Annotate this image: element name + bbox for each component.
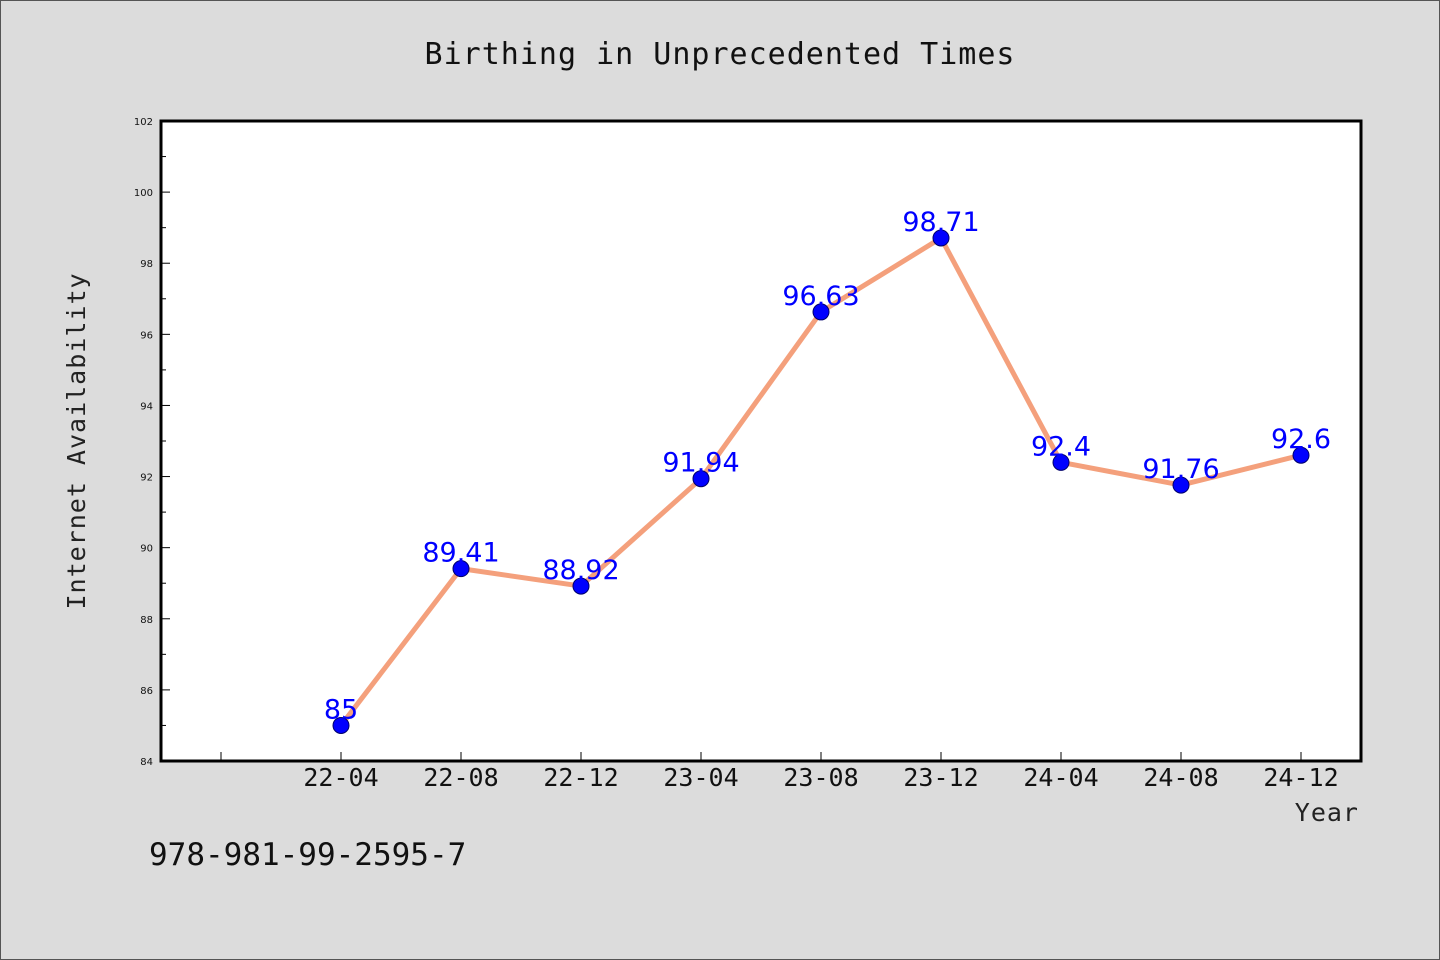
x-tick-label: 23-08 xyxy=(783,763,858,792)
data-label: 92.4 xyxy=(1031,431,1091,462)
chart-title: Birthing in Unprecedented Times xyxy=(425,37,1016,72)
y-tick-label: 96 xyxy=(140,330,153,341)
plot-area xyxy=(161,121,1361,761)
x-tick-label: 23-12 xyxy=(903,763,978,792)
data-point-marker xyxy=(572,577,590,595)
y-tick-label: 86 xyxy=(140,686,153,697)
data-point-marker xyxy=(1172,476,1190,494)
data-point-marker xyxy=(452,560,470,578)
data-label: 98.71 xyxy=(902,207,979,238)
data-label: 88.92 xyxy=(542,555,619,586)
x-tick-label: 22-04 xyxy=(303,763,378,792)
x-tick-label: 22-12 xyxy=(543,763,618,792)
x-tick-label: 24-04 xyxy=(1023,763,1098,792)
data-label: 91.76 xyxy=(1142,454,1219,485)
data-label: 91.94 xyxy=(662,448,739,479)
footnote-isbn: 978-981-99-2595-7 xyxy=(149,837,466,873)
y-tick-label: 88 xyxy=(140,615,153,626)
data-label: 96.63 xyxy=(782,281,859,312)
data-point-marker xyxy=(812,303,830,321)
data-label: 89.41 xyxy=(422,538,499,569)
y-tick-label: 98 xyxy=(140,259,153,270)
x-axis: 22-04 22-08 22-12 23-04 23-08 23-12 24-04 24-08… xyxy=(220,752,1339,792)
data-label: 92.6 xyxy=(1271,424,1331,455)
series-layer: 85 89.41 88.92 91.94 96.63 98.71 92.4 91.76 92.6 xyxy=(324,207,1331,734)
y-tick-label: 90 xyxy=(140,544,153,555)
y-axis-label: Internet Availability xyxy=(62,272,91,609)
data-label: 85 xyxy=(324,694,358,725)
data-point-marker xyxy=(932,229,950,247)
data-point-marker xyxy=(692,470,710,488)
y-axis: 84 86 88 90 92 94 96 98 100 102 xyxy=(134,117,170,768)
x-tick-label: 23-04 xyxy=(663,763,738,792)
plot-frame xyxy=(159,119,1363,763)
y-tick-label: 100 xyxy=(134,188,153,199)
data-point-marker xyxy=(332,716,350,734)
x-tick-label: 22-08 xyxy=(423,763,498,792)
x-tick-label: 24-08 xyxy=(1143,763,1218,792)
y-tick-label: 102 xyxy=(134,117,153,128)
data-point-marker xyxy=(1052,453,1070,471)
x-tick-label: 24-12 xyxy=(1263,763,1338,792)
x-axis-label: Year xyxy=(1295,798,1359,827)
y-tick-label: 94 xyxy=(140,401,153,412)
y-tick-label: 84 xyxy=(140,757,153,768)
y-tick-label: 92 xyxy=(140,473,153,484)
data-point-marker xyxy=(1292,446,1310,464)
